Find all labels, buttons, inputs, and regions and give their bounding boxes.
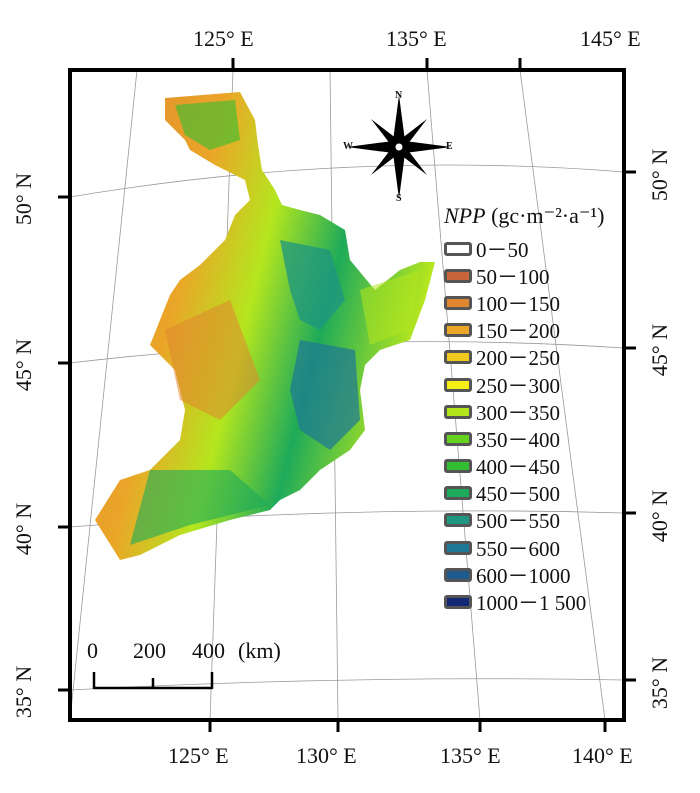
legend-label: 50－100 <box>476 264 550 289</box>
frame-border <box>68 68 626 722</box>
legend-swatch <box>444 486 472 501</box>
lon-label-top: 145° E <box>580 26 641 51</box>
lat-label-right: 35° N <box>647 656 673 710</box>
legend-item: 150－200 <box>444 317 604 344</box>
legend-label: 150－200 <box>476 319 560 344</box>
lon-label-bottom: 135° E <box>440 743 501 768</box>
legend-item: 200－250 <box>444 344 604 371</box>
north-arrow-icon <box>347 95 451 199</box>
legend-item: 600－1000 <box>444 561 604 588</box>
legend-swatch <box>444 459 472 474</box>
legend-swatch <box>444 567 472 582</box>
scale-tick-label: 0 <box>87 638 98 663</box>
legend-item: 450－500 <box>444 480 604 507</box>
legend-title-var: NPP <box>444 203 486 228</box>
legend-label: 450－500 <box>476 482 560 507</box>
legend-swatch <box>444 295 472 310</box>
legend-swatch <box>444 323 472 338</box>
lat-label-left: 45° N <box>11 338 37 392</box>
legend-label: 350－400 <box>476 427 560 452</box>
lon-label-top: 125° E <box>193 26 254 51</box>
legend-item: 250－300 <box>444 371 604 398</box>
legend-title: NPP (gc·m⁻²·a⁻¹) <box>444 203 604 229</box>
legend-label: 550－600 <box>476 536 560 561</box>
legend-label: 200－250 <box>476 346 560 371</box>
legend-swatch <box>444 377 472 392</box>
legend-label: 100－150 <box>476 291 560 316</box>
legend-item: 350－400 <box>444 425 604 452</box>
legend-item: 500－550 <box>444 507 604 534</box>
legend-swatch <box>444 540 472 555</box>
legend-item: 100－150 <box>444 289 604 316</box>
legend-item: 400－450 <box>444 453 604 480</box>
scale-tick-label: 200 <box>133 638 166 663</box>
legend: NPP (gc·m⁻²·a⁻¹) 0－50 50－100 100－150 150－20… <box>444 203 604 616</box>
lat-label-left: 50° N <box>11 172 37 226</box>
lon-label-bottom: 125° E <box>168 743 229 768</box>
lat-label-right: 45° N <box>647 323 673 377</box>
lon-label-bottom: 140° E <box>572 743 633 768</box>
lon-label-top: 135° E <box>386 26 447 51</box>
legend-item: 1000－1 500 <box>444 588 604 615</box>
legend-item: 300－350 <box>444 398 604 425</box>
compass-s-label: S <box>396 193 402 204</box>
lat-label-left: 40° N <box>11 502 37 556</box>
legend-item: 50－100 <box>444 262 604 289</box>
legend-swatch <box>444 241 472 256</box>
scale-tick-label: 400 <box>192 638 225 663</box>
lat-label-right: 40° N <box>647 489 673 543</box>
lat-label-left: 35° N <box>11 665 37 719</box>
lon-label-bottom: 130° E <box>296 743 357 768</box>
legend-label: 0－50 <box>476 237 529 262</box>
scale-unit-label: (km) <box>238 638 281 663</box>
lat-label-right: 50° N <box>647 148 673 202</box>
scale-bar <box>92 672 214 690</box>
legend-swatch <box>444 268 472 283</box>
legend-swatch <box>444 431 472 446</box>
legend-label: 300－350 <box>476 400 560 425</box>
legend-label: 250－300 <box>476 373 560 398</box>
legend-label: 1000－1 500 <box>476 591 587 616</box>
compass-w-label: W <box>343 141 353 152</box>
legend-swatch <box>444 350 472 365</box>
legend-swatch <box>444 595 472 610</box>
legend-label: 600－1000 <box>476 563 571 588</box>
legend-swatch <box>444 404 472 419</box>
legend-swatch <box>444 513 472 528</box>
compass-n-label: N <box>395 90 403 101</box>
legend-title-unit: (gc·m⁻²·a⁻¹) <box>485 203 605 228</box>
compass-e-label: E <box>446 141 453 152</box>
npp-region <box>95 92 435 560</box>
legend-label: 400－450 <box>476 455 560 480</box>
legend-label: 500－550 <box>476 509 560 534</box>
legend-rows: 0－50 50－100 100－150 150－200 200－250 250－300 30… <box>444 235 604 616</box>
legend-item: 550－600 <box>444 534 604 561</box>
legend-item: 0－50 <box>444 235 604 262</box>
